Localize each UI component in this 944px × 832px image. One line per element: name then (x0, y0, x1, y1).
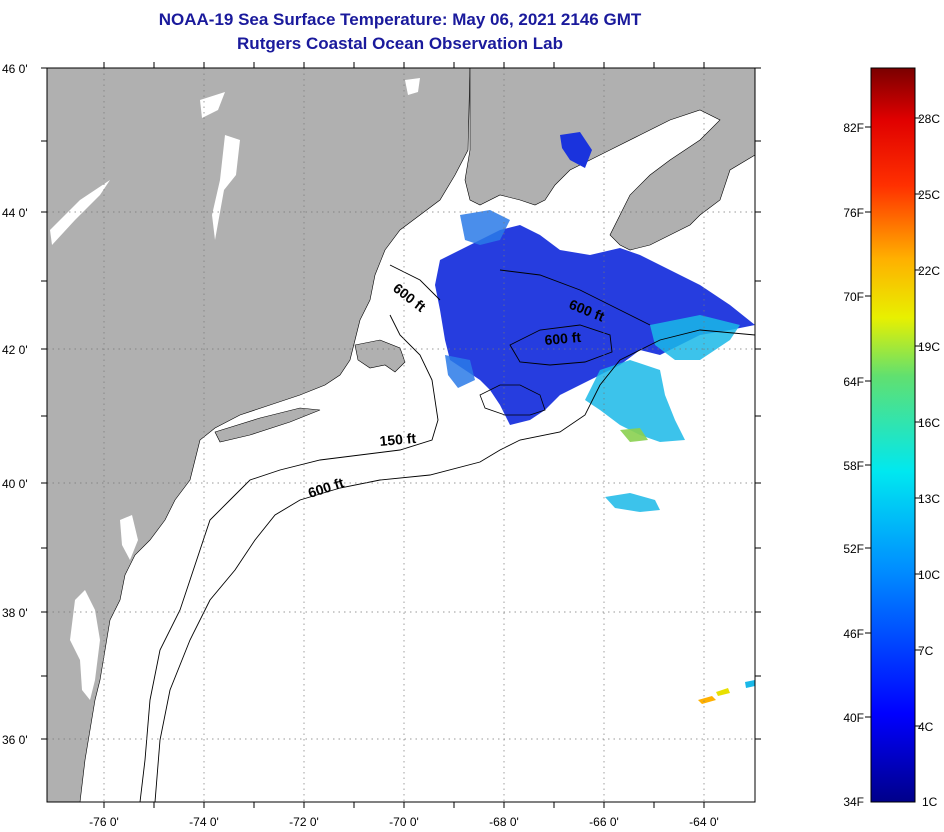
map-title: NOAA-19 Sea Surface Temperature: May 06,… (158, 10, 642, 29)
lon-label: -74 0' (189, 815, 219, 829)
colorbar-c-label: 7C (918, 644, 934, 658)
lat-label: 46 0' (2, 62, 28, 76)
colorbar-c-label: 19C (918, 340, 940, 354)
colorbar-ticks (865, 117, 921, 727)
lat-label: 36 0' (2, 733, 28, 747)
chesapeake-bay (70, 590, 100, 700)
colorbar-c-label: 16C (918, 416, 940, 430)
colorbar-f-label: 70F (843, 290, 864, 304)
sst-light-blue (605, 493, 660, 512)
map-subtitle: Rutgers Coastal Ocean Observation Lab (237, 34, 563, 53)
land-canada (464, 68, 755, 251)
sst-deep-blue (435, 225, 755, 425)
contour-150ft (139, 314, 439, 802)
sst-mid-blue (445, 355, 475, 388)
sst-blue-patch (560, 132, 592, 168)
lat-label: 40 0' (2, 477, 28, 491)
lon-label: -70 0' (389, 815, 419, 829)
map-frame (46, 67, 756, 803)
lat-label: 38 0' (2, 606, 28, 620)
sst-light-blue (745, 680, 755, 688)
contour-label-150: 150 ft (379, 430, 417, 449)
colorbar (870, 67, 916, 803)
sst-warm-patch (698, 696, 716, 704)
colorbar-f-label: 64F (843, 375, 864, 389)
colorbar-f-label: 46F (843, 627, 864, 641)
lon-label: -68 0' (489, 815, 519, 829)
colorbar-f-label: 82F (843, 121, 864, 135)
lon-label: -72 0' (289, 815, 319, 829)
colorbar-c-label: 1C (922, 795, 938, 809)
grid (47, 68, 755, 802)
lon-label: -66 0' (589, 815, 619, 829)
contour-600ft-gulf (499, 269, 651, 326)
lake (50, 180, 110, 245)
lat-label: 42 0' (2, 343, 28, 357)
sst-warm-patch (716, 688, 730, 696)
contour-600ft (154, 329, 755, 802)
colorbar-c-label: 10C (918, 568, 940, 582)
colorbar-c-label: 4C (918, 720, 934, 734)
delaware-bay (120, 515, 138, 560)
sst-light-blue (585, 360, 685, 442)
lat-label: 44 0' (2, 206, 28, 220)
land-cape-cod (354, 339, 406, 373)
colorbar-c-label: 13C (918, 492, 940, 506)
colorbar-f-label: 52F (843, 542, 864, 556)
land-long-island (214, 407, 321, 443)
lake (405, 78, 420, 95)
contour-600ft-gulf (389, 264, 441, 301)
sst-mid-blue (460, 210, 510, 245)
colorbar-c-label: 25C (918, 188, 940, 202)
colorbar-f-label: 34F (843, 795, 864, 809)
sst-warm-patch (620, 428, 648, 442)
colorbar-f-label: 76F (843, 206, 864, 220)
ticks (41, 62, 761, 808)
contour-label-600: 600 ft (544, 329, 582, 348)
georges-bank (479, 384, 546, 416)
colorbar-f-label: 58F (843, 459, 864, 473)
land-mainland (47, 68, 471, 802)
lake (212, 135, 240, 240)
colorbar-c-label: 28C (918, 112, 940, 126)
lon-label: -76 0' (89, 815, 119, 829)
colorbar-c-label: 22C (918, 264, 940, 278)
lake (200, 92, 225, 118)
lon-label: -64 0' (689, 815, 719, 829)
colorbar-f-label: 40F (843, 711, 864, 725)
contour-600ft-gulf (509, 324, 613, 366)
sst-light-blue (650, 315, 740, 360)
